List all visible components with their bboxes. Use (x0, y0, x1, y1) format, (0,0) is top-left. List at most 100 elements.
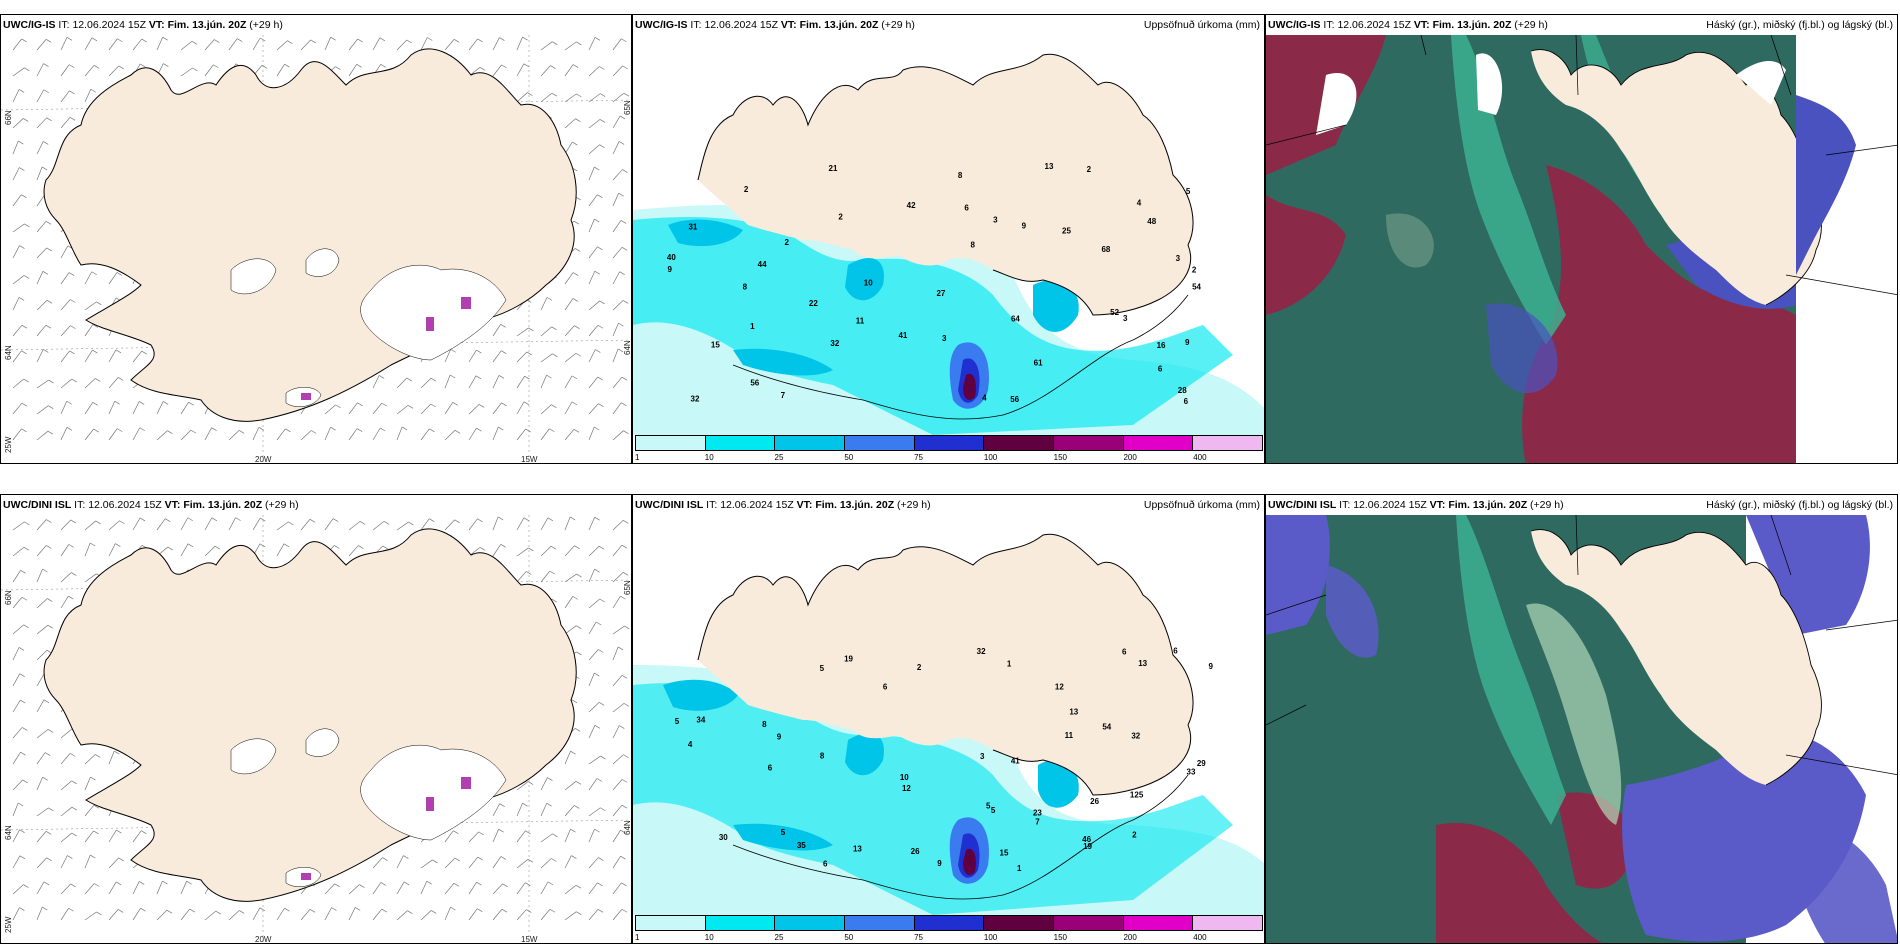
wind-barb-flag (599, 119, 606, 123)
wind-barb (60, 883, 71, 895)
wind-barb-flag (23, 546, 30, 551)
wind-barb (564, 855, 572, 869)
colorbar-swatch (984, 436, 1055, 450)
cloud-panel-row2: UWC/DINI ISL IT: 12.06.2024 15Z VT: Fim.… (1265, 494, 1898, 944)
wind-barb-flag (407, 405, 414, 409)
wind-barb-flag (597, 324, 604, 329)
wind-barb-flag (19, 829, 25, 833)
panel-title: UWC/IG-IS IT: 12.06.2024 15Z VT: Fim. 13… (3, 19, 283, 31)
wind-barb (540, 517, 549, 531)
wind-barb-flag (379, 37, 386, 42)
wind-barb-flag (575, 248, 581, 252)
wind-barb-flag (46, 857, 52, 862)
wind-barb-flag (23, 118, 29, 122)
wind-barb (468, 856, 479, 869)
wind-barb (12, 140, 19, 155)
wind-barb-flag (93, 830, 99, 835)
precip-value: 3 (993, 215, 998, 224)
wind-barb (612, 247, 623, 259)
wind-barb (276, 907, 285, 921)
wind-barb-flag (330, 426, 336, 431)
wind-barb (132, 830, 142, 843)
wind-barb (420, 881, 428, 895)
precip-value: 4 (1137, 199, 1142, 208)
wind-barb (588, 778, 598, 791)
wind-barb-flag (45, 221, 52, 225)
wind-barb (564, 64, 574, 77)
wind-barb (36, 117, 47, 129)
wind-barb (36, 379, 49, 389)
wind-barb (564, 118, 576, 129)
wind-barb-flag (42, 270, 49, 275)
wind-barb (204, 64, 214, 77)
wind-barb-flag (186, 880, 192, 885)
wind-barb-flag (527, 92, 533, 96)
precip-value: 41 (1011, 756, 1020, 765)
precip-value: 15 (711, 340, 720, 349)
wind-barb-flag (378, 375, 385, 379)
wind-barb (492, 544, 502, 557)
wind-panel-row2: UWC/DINI ISL IT: 12.06.2024 15Z VT: Fim.… (0, 494, 632, 944)
wind-barb (492, 350, 502, 363)
wind-barb (420, 403, 432, 415)
wind-barb (588, 66, 600, 77)
colorbar-tick: 100 (983, 933, 998, 942)
precip-value: 35 (797, 841, 806, 850)
wind-barb-flag (115, 543, 121, 547)
wind-barb-flag (21, 194, 27, 199)
precip-value: 29 (1197, 759, 1206, 768)
wind-barb (564, 516, 571, 531)
wind-barb-flag (356, 64, 362, 68)
wind-barb-flag (549, 570, 555, 575)
wind-barb (540, 803, 548, 817)
wind-barb-flag (478, 831, 484, 836)
wind-barb-flag (622, 169, 628, 173)
precip-value: 9 (937, 859, 942, 868)
colorbar-swatch (845, 436, 915, 450)
wind-barb (12, 428, 22, 441)
wind-barb (588, 621, 597, 635)
wind-barb-flag (382, 857, 388, 861)
wind-barb-flag (572, 298, 579, 302)
wind-barb (36, 649, 48, 661)
wind-barb-flag (498, 375, 505, 379)
precip-value: 4 (982, 393, 987, 402)
precip-value: 12 (902, 784, 911, 793)
wind-barb-flag (115, 881, 122, 886)
wind-barb-flag (575, 884, 582, 889)
wind-barb (348, 64, 357, 77)
wind-barb (84, 65, 95, 77)
colorbar (635, 915, 1263, 931)
precip-value: 31 (688, 223, 697, 232)
wind-barb (564, 829, 571, 843)
wind-barb-flag (43, 881, 50, 886)
wind-barb (564, 911, 577, 921)
wind-barb (12, 597, 23, 609)
wind-barb (492, 883, 503, 895)
wind-barb-flag (211, 427, 217, 431)
wind-barb (36, 324, 47, 337)
wind-barb (84, 402, 93, 415)
wind-barb (372, 427, 381, 441)
wind-barb (612, 882, 622, 895)
colorbar-tick: 200 (1123, 453, 1137, 462)
precip-value: 33 (1187, 768, 1196, 777)
wind-barb-flag (403, 855, 409, 859)
wind-barb (12, 223, 25, 233)
wind-barb-flag (575, 781, 582, 785)
wind-barb-flag (96, 911, 102, 916)
wind-barb-flag (71, 378, 77, 383)
wind-barb-flag (576, 41, 582, 46)
wind-barb (564, 298, 574, 311)
wind-barb-flag (576, 93, 582, 98)
colorbar-tick: 400 (1193, 453, 1207, 462)
wind-barb-flag (70, 299, 76, 303)
wind-barb (612, 804, 623, 817)
wind-barb (372, 402, 383, 415)
wind-barb (84, 911, 97, 921)
wind-barb (588, 325, 599, 337)
wind-barb-flag (552, 833, 558, 838)
precip-value: 5 (781, 828, 786, 837)
wind-barb (564, 884, 577, 895)
